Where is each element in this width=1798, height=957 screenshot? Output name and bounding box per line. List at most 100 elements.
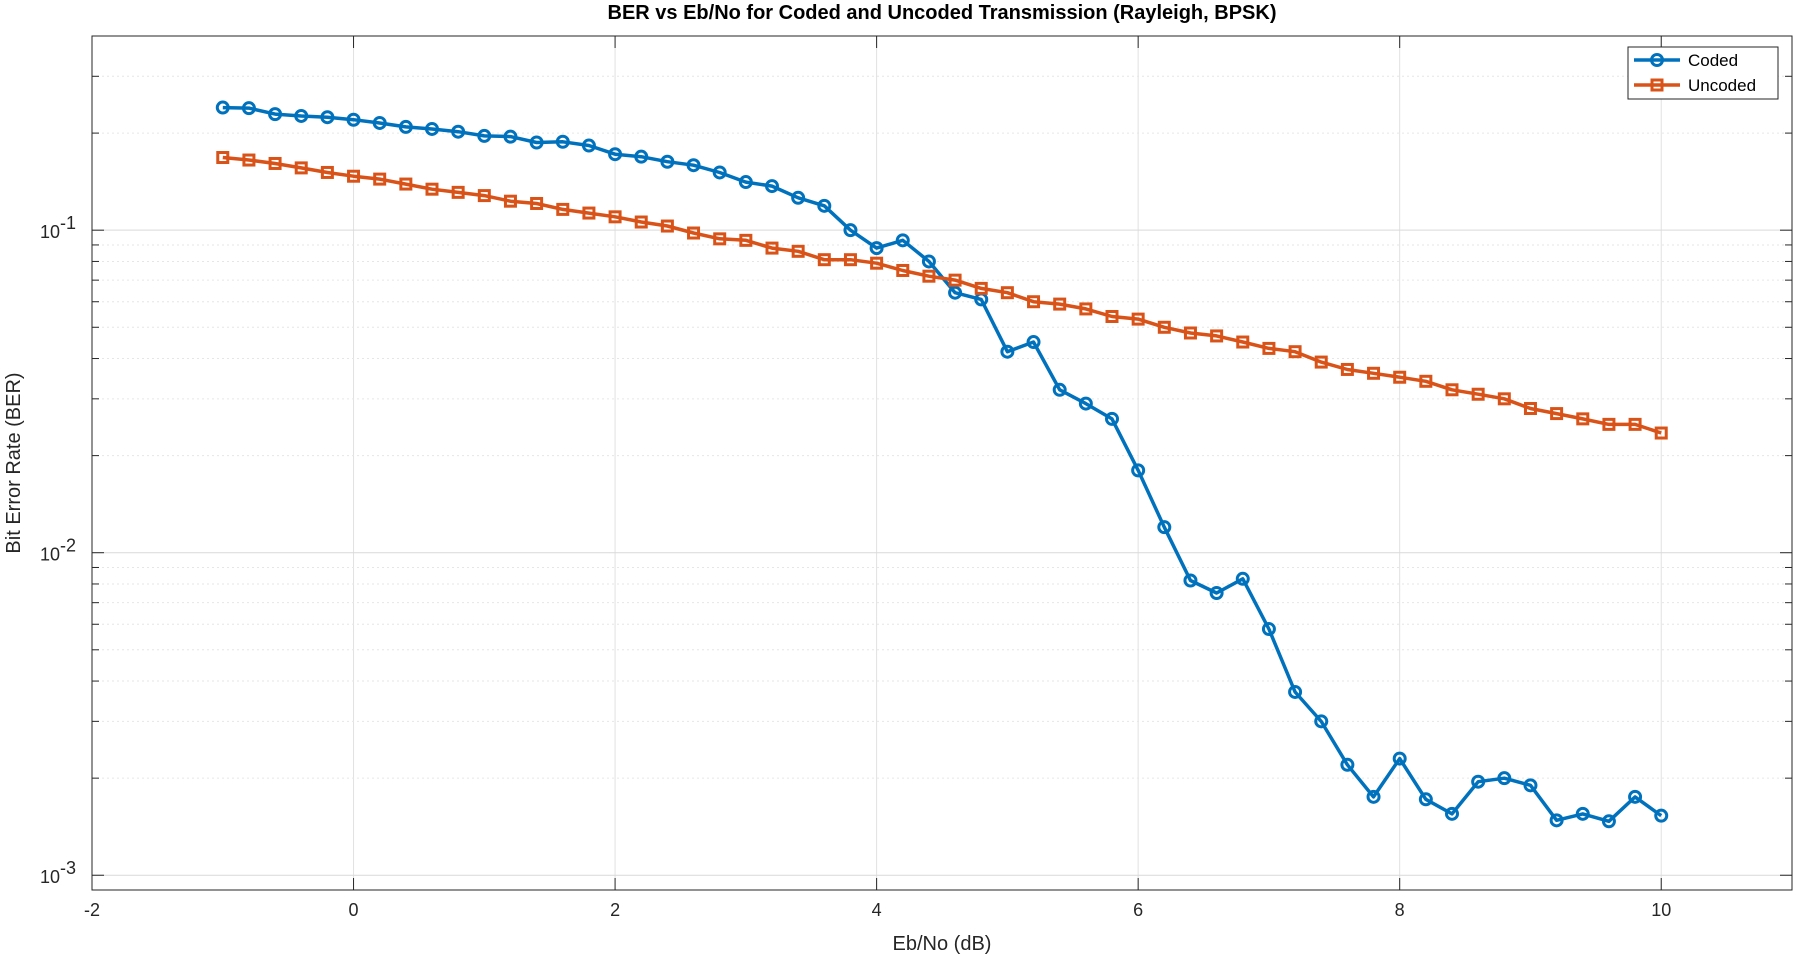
y-tick-label: 10 — [40, 222, 60, 242]
data-point-uncoded — [216, 151, 230, 165]
data-point-coded — [398, 119, 413, 134]
data-point-coded — [817, 198, 832, 213]
data-point-coded — [372, 115, 387, 130]
data-point-uncoded — [948, 273, 962, 287]
data-point-uncoded — [1419, 374, 1433, 388]
data-point-uncoded — [399, 177, 413, 191]
series-uncoded — [216, 151, 1668, 440]
data-point-coded — [660, 154, 675, 169]
data-point-uncoded — [974, 281, 988, 295]
data-point-coded — [895, 233, 910, 248]
data-point-coded — [529, 135, 544, 150]
data-point-coded — [1235, 571, 1250, 586]
data-point-uncoded — [1445, 383, 1459, 397]
data-point-uncoded — [1497, 392, 1511, 406]
data-point-coded — [320, 110, 335, 125]
x-tick-label: 0 — [349, 900, 359, 920]
data-point-uncoded — [268, 156, 282, 170]
data-point-coded — [608, 147, 623, 162]
data-point-coded — [1523, 778, 1538, 793]
x-tick-label: 10 — [1651, 900, 1671, 920]
chart-title: BER vs Eb/No for Coded and Uncoded Trans… — [608, 2, 1277, 24]
data-point-uncoded — [1550, 407, 1564, 421]
data-point-coded — [503, 129, 518, 144]
data-point-coded — [346, 112, 361, 127]
x-tick-labels: -2 0 2 4 6 8 10 — [84, 900, 1671, 920]
data-point-uncoded — [634, 215, 648, 229]
data-point-coded — [1105, 411, 1119, 426]
data-point-uncoded — [1576, 412, 1590, 426]
data-point-coded — [791, 190, 806, 205]
data-point-uncoded — [1628, 417, 1642, 431]
data-point-uncoded — [1367, 366, 1381, 380]
data-point-coded — [1157, 520, 1172, 535]
x-tick-label: 8 — [1395, 900, 1405, 920]
y-tick-label-exponent: -2 — [60, 536, 76, 556]
data-point-uncoded — [660, 219, 674, 233]
data-point-coded — [1549, 813, 1564, 828]
data-point-uncoded — [294, 161, 308, 175]
data-point-coded — [921, 254, 936, 269]
data-point-coded — [451, 124, 466, 139]
x-tick-label: 4 — [872, 900, 882, 920]
y-tick-label: 10 — [40, 867, 60, 887]
data-point-uncoded — [843, 253, 857, 267]
data-point-uncoded — [1471, 387, 1485, 401]
data-point-uncoded — [1602, 417, 1616, 431]
data-point-coded — [1052, 382, 1067, 397]
data-point-coded — [1288, 684, 1303, 699]
data-point-coded — [1497, 771, 1512, 786]
y-tick-label-base: 10 — [40, 222, 60, 242]
data-point-coded — [948, 285, 963, 300]
data-point-uncoded — [242, 153, 256, 167]
data-point-coded — [425, 121, 439, 136]
data-point-coded — [712, 165, 727, 180]
data-point-uncoded — [1236, 335, 1250, 349]
data-point-coded — [1418, 792, 1433, 807]
legend-marker-uncoded — [1650, 78, 1664, 92]
legend-marker-coded — [1650, 53, 1664, 67]
data-point-coded — [1183, 573, 1198, 588]
plot-background — [92, 36, 1792, 890]
data-point-uncoded — [817, 253, 831, 267]
y-tick-label-exponent: -3 — [60, 858, 76, 878]
data-point-coded — [268, 107, 283, 122]
data-point-coded — [843, 223, 858, 238]
legend-label-uncoded: Uncoded — [1688, 76, 1756, 95]
data-point-coded — [215, 100, 230, 115]
data-point-coded — [581, 138, 596, 153]
data-point-uncoded — [1000, 286, 1014, 300]
data-point-uncoded — [870, 256, 884, 270]
data-point-coded — [869, 241, 884, 256]
data-point-uncoded — [765, 241, 779, 255]
data-point-uncoded — [1131, 312, 1145, 326]
data-point-uncoded — [320, 165, 334, 179]
data-point-uncoded — [1027, 295, 1041, 309]
data-point-uncoded — [713, 232, 727, 246]
data-point-coded — [1654, 808, 1669, 823]
y-tick-label-base: 10 — [40, 867, 60, 887]
data-point-uncoded — [582, 206, 596, 220]
data-point-uncoded — [477, 189, 491, 203]
data-point-uncoded — [1288, 345, 1302, 359]
data-point-coded — [1000, 344, 1015, 359]
data-point-uncoded — [1053, 297, 1067, 311]
data-point-coded — [1575, 806, 1590, 821]
data-point-uncoded — [1340, 362, 1354, 376]
legend-label-coded: Coded — [1688, 51, 1738, 70]
data-point-coded — [241, 101, 256, 116]
data-point-coded — [1131, 463, 1146, 478]
data-point-coded — [555, 134, 570, 149]
data-point-uncoded — [425, 182, 439, 196]
data-point-coded — [294, 108, 309, 123]
x-tick-label: 6 — [1133, 900, 1143, 920]
data-point-uncoded — [1183, 326, 1197, 340]
data-point-coded — [1261, 622, 1276, 637]
data-point-uncoded — [1262, 341, 1276, 355]
x-axis-label: Eb/No (dB) — [893, 933, 992, 955]
data-point-uncoded — [1210, 329, 1224, 343]
data-point-uncoded — [347, 169, 361, 183]
y-tick-label-base: 10 — [40, 545, 60, 565]
